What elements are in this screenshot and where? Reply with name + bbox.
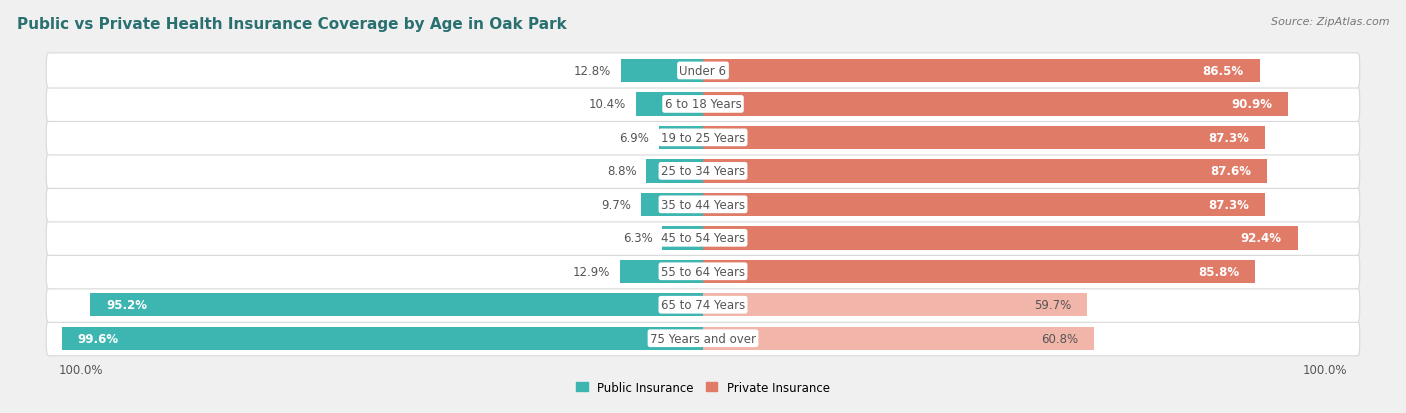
Bar	[62, 327, 703, 350]
Bar	[703, 160, 1267, 183]
Text: 10.4%: 10.4%	[589, 98, 627, 111]
FancyBboxPatch shape	[46, 154, 1360, 189]
Text: 86.5%: 86.5%	[1202, 65, 1244, 78]
Text: 100.0%: 100.0%	[59, 363, 104, 376]
FancyBboxPatch shape	[46, 188, 1360, 222]
Text: 100.0%: 100.0%	[1302, 363, 1347, 376]
Text: 85.8%: 85.8%	[1198, 265, 1239, 278]
Text: 35 to 44 Years: 35 to 44 Years	[661, 198, 745, 211]
Text: 12.8%: 12.8%	[574, 65, 612, 78]
Bar	[703, 93, 1288, 116]
Bar	[658, 126, 703, 150]
Text: 59.7%: 59.7%	[1033, 299, 1071, 311]
Text: 6.3%: 6.3%	[623, 232, 652, 245]
FancyBboxPatch shape	[46, 54, 1360, 89]
Text: 19 to 25 Years: 19 to 25 Years	[661, 132, 745, 145]
Bar	[620, 59, 703, 83]
FancyBboxPatch shape	[46, 254, 1360, 289]
Text: 65 to 74 Years: 65 to 74 Years	[661, 299, 745, 311]
Text: Under 6: Under 6	[679, 65, 727, 78]
Text: Source: ZipAtlas.com: Source: ZipAtlas.com	[1271, 17, 1389, 26]
Bar	[620, 260, 703, 283]
Text: Public vs Private Health Insurance Coverage by Age in Oak Park: Public vs Private Health Insurance Cover…	[17, 17, 567, 31]
Bar	[703, 193, 1265, 216]
Text: 87.3%: 87.3%	[1208, 198, 1249, 211]
Bar	[90, 293, 703, 317]
Text: 55 to 64 Years: 55 to 64 Years	[661, 265, 745, 278]
Text: 6 to 18 Years: 6 to 18 Years	[665, 98, 741, 111]
Text: 99.6%: 99.6%	[77, 332, 120, 345]
FancyBboxPatch shape	[46, 321, 1360, 356]
Bar	[662, 227, 703, 250]
Bar	[703, 126, 1265, 150]
Bar	[703, 260, 1256, 283]
Bar	[703, 327, 1094, 350]
Bar	[703, 59, 1260, 83]
Text: 45 to 54 Years: 45 to 54 Years	[661, 232, 745, 245]
Text: 6.9%: 6.9%	[619, 132, 650, 145]
FancyBboxPatch shape	[46, 121, 1360, 156]
Text: 95.2%: 95.2%	[105, 299, 148, 311]
Text: 87.3%: 87.3%	[1208, 132, 1249, 145]
Text: 9.7%: 9.7%	[600, 198, 631, 211]
Bar	[641, 193, 703, 216]
Text: 75 Years and over: 75 Years and over	[650, 332, 756, 345]
Legend: Public Insurance, Private Insurance: Public Insurance, Private Insurance	[571, 376, 835, 399]
FancyBboxPatch shape	[46, 287, 1360, 323]
FancyBboxPatch shape	[46, 221, 1360, 256]
Text: 25 to 34 Years: 25 to 34 Years	[661, 165, 745, 178]
Text: 92.4%: 92.4%	[1241, 232, 1282, 245]
Bar	[703, 293, 1087, 317]
Text: 90.9%: 90.9%	[1232, 98, 1272, 111]
Text: 87.6%: 87.6%	[1211, 165, 1251, 178]
Text: 12.9%: 12.9%	[572, 265, 610, 278]
Bar	[703, 227, 1298, 250]
FancyBboxPatch shape	[46, 87, 1360, 122]
Bar	[647, 160, 703, 183]
Text: 8.8%: 8.8%	[607, 165, 637, 178]
Text: 60.8%: 60.8%	[1042, 332, 1078, 345]
Bar	[636, 93, 703, 116]
